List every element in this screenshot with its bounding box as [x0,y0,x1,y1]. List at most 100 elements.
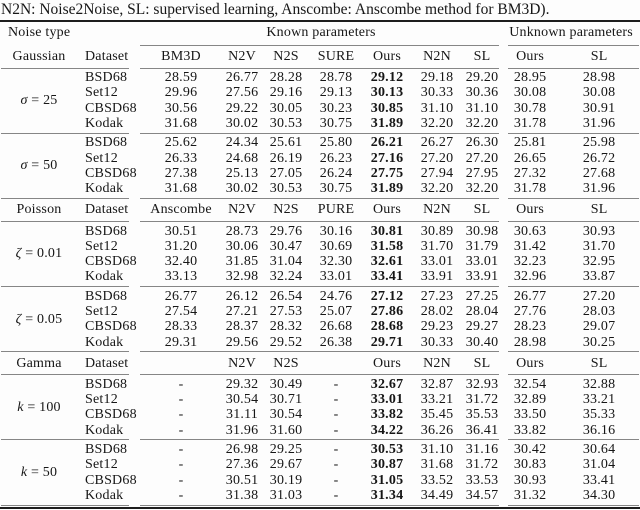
metric-value: 30.25 [582,334,616,350]
metric-value: 27.16 [370,150,404,166]
metric-value: 32.95 [582,254,616,270]
rule-cell [0,131,140,135]
table-row: σ = 50 BSD68 25.62 24.34 25.61 25.80 26.21 26.2… [0,135,640,173]
metric-value: 30.40 [465,334,499,350]
metric-value: 35.45 [420,407,454,423]
method-column-header: N2V [228,355,256,371]
param-symbol: k [20,465,28,481]
metric-value: 31.42 [513,238,547,254]
metric-value: 27.56 [225,85,259,101]
rule-line [1,351,130,353]
method-column-header [140,354,222,373]
method-column-header: SL [473,202,491,218]
metric-value: 27.75 [370,165,404,181]
section-header-row: Gaussian Dataset BM3D N2V N2S SURE Ours N2N SL Ou… [0,47,640,66]
metric-value: 28.37 [225,319,259,335]
metric-value: 31.58 [370,238,404,254]
table-row: Set12 - 30.54 30.71 - 33.01 33.21 31.72 32.89 33.… [0,392,640,407]
metric-value: 30.98 [465,223,499,239]
metric-value: 30.19 [269,472,303,488]
metric-value: 26.65 [513,150,547,166]
param-symbol: ζ [15,311,22,327]
metric-value: 27.20 [582,288,616,304]
metric-value: 29.12 [370,70,404,86]
dataset-name: Set12 [85,85,118,101]
metric-value: 33.41 [582,472,616,488]
noise-type-label: Poisson [16,202,62,218]
metric-value: 26.77 [513,288,547,304]
rule-cell [502,438,640,442]
noise-param-label: ζ = 0.01 [15,246,63,262]
metric-value: 33.91 [420,269,454,285]
metric-value: 29.71 [370,334,404,350]
metric-value: 30.87 [370,457,404,473]
metric-value: 32.20 [465,116,499,132]
dataset-name: Kodak [85,181,124,197]
metric-value: - [333,392,339,408]
table-caption: N2N: Noise2Noise, SL: supervised learnin… [1,1,550,18]
metric-value: 27.12 [370,288,404,304]
method-column-header: N2S [273,202,299,218]
metric-value: 27.95 [465,165,499,181]
unknown-parameters-header: Unknown parameters [509,25,633,40]
table-row: CBSD68 - 30.51 30.19 - 31.05 33.52 33.53 30.93 33… [0,473,640,488]
metric-value: 30.47 [269,238,303,254]
rule-line [508,351,640,353]
metric-value: 26.27 [420,135,454,151]
method-column-header: SL [590,49,608,64]
metric-value: 27.21 [225,304,259,319]
metric-value: 30.51 [225,472,259,488]
metric-value: 25.98 [582,135,616,151]
metric-value: 29.56 [225,334,259,350]
dataset-name: CBSD68 [85,472,137,488]
rule-cell [0,196,140,200]
metric-value: - [178,392,184,408]
metric-value: 33.53 [465,472,499,488]
metric-value: 33.01 [319,269,353,285]
metric-value: 28.03 [582,304,616,319]
metric-value: 33.01 [420,254,454,270]
table-row: Kodak - 31.96 31.60 - 34.22 36.26 36.41 33.82 36.… [0,423,640,438]
metric-value: 30.36 [465,85,499,101]
metric-value: 25.81 [513,135,547,151]
separator-rule-row [0,285,640,289]
dataset-name: CBSD68 [85,254,137,270]
rule-cell [502,43,640,47]
table-row: Kodak 31.68 30.02 30.53 30.75 31.89 32.20 32.20… [0,116,640,131]
dataset-name: BSD68 [85,376,128,392]
method-column-header: SURE [317,49,355,64]
rule-line [508,439,640,441]
metric-value: 29.25 [269,442,303,458]
metric-value: 30.49 [269,376,303,392]
rule-cell [140,503,502,507]
metric-value: 30.64 [582,442,616,458]
metric-value: 30.06 [225,238,259,254]
noise-param-label: σ = 25 [20,93,58,109]
metric-value: 30.42 [513,442,547,458]
metric-value: 26.68 [319,319,353,335]
rule-line [508,197,640,199]
metric-value: 33.52 [420,472,454,488]
dataset-name: Set12 [85,238,118,254]
metric-value: 31.96 [582,181,616,197]
metric-value: - [178,422,184,438]
metric-value: 27.68 [582,165,616,181]
metric-value: 27.94 [420,165,454,181]
table-row: CBSD68 30.56 29.22 30.05 30.23 30.85 31.10 31.1… [0,101,640,116]
metric-value: - [178,407,184,423]
noise-type-label: Gaussian [12,49,66,64]
table-row: k = 100 BSD68-29.32 30.49-32.67 32.87 32.93 3… [0,376,640,415]
method-column-header: Anscombe [150,202,212,218]
metric-value: 31.70 [420,238,454,254]
table-row: CBSD68 - 31.11 30.54 - 33.82 35.45 35.53 33.50 35… [0,407,640,422]
metric-value: 26.12 [225,288,259,304]
rule-line [140,132,500,134]
metric-value: 27.05 [269,165,303,181]
metric-value: 32.61 [370,254,404,270]
rule-cell [502,219,640,223]
metric-value: 30.23 [319,100,353,116]
metric-value: 27.76 [513,304,547,319]
metric-value: 31.79 [465,238,499,254]
metric-value: 28.04 [465,304,499,319]
